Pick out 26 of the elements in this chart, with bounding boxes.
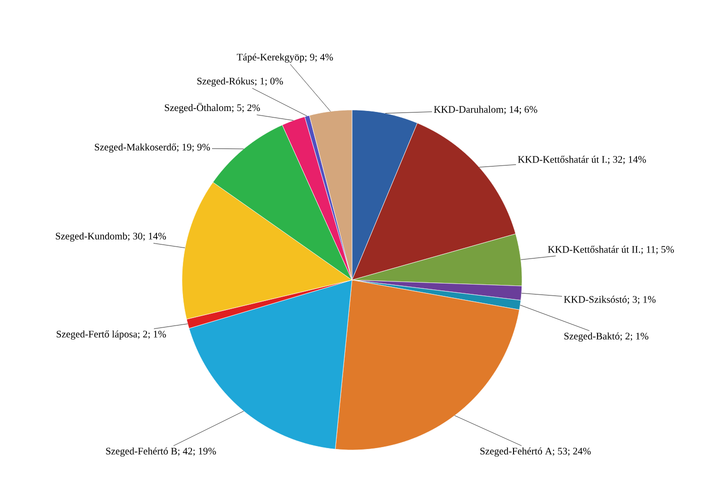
data-label: ; 19; 9% <box>176 144 210 152</box>
slice-label: Szeged-Makkoserdő <box>94 143 176 153</box>
data-label: ; 42; 19% <box>178 448 216 456</box>
data-label: ; 9; 4% <box>304 54 333 62</box>
data-label: ; 14; 6% <box>504 106 538 114</box>
data-label: ; 5; 2% <box>232 104 260 112</box>
slice-label: Szeged-Kundomb <box>56 232 128 242</box>
data-label: ; 2; 1% <box>620 332 648 341</box>
data-label: ; 53; 24% <box>552 448 591 456</box>
slice-label: KKD-Daruhalom <box>434 106 504 113</box>
slice-label: Szeged-Baktó <box>564 332 620 342</box>
data-label: ; 32; 14% <box>608 156 646 164</box>
slice-label: KKD-Kettőshatár út II. <box>548 246 640 253</box>
data-label: ; 2; 1% <box>138 330 166 339</box>
slice-label: KKD-Sziksóstó <box>564 296 627 303</box>
slice-label: Szeged-Öthalom <box>164 102 232 114</box>
slice-label: Szeged-Rókus <box>197 77 254 87</box>
data-label: ; 11; 5% <box>641 246 674 254</box>
slice-label: KKD-Kettőshatár út I. <box>518 156 607 163</box>
slice-label: Tápé-Kerekgyöp <box>236 53 304 63</box>
data-label: ; 3; 1% <box>628 296 656 304</box>
slice-label: Szeged-Fehértó A <box>480 447 552 457</box>
slice-label: Szeged-Fertő láposa <box>56 330 138 340</box>
data-label: ; 1; 0% <box>254 78 283 86</box>
slice-label: Szeged-Fehértó B <box>106 447 177 457</box>
data-label: ; 30; 14% <box>128 232 166 241</box>
